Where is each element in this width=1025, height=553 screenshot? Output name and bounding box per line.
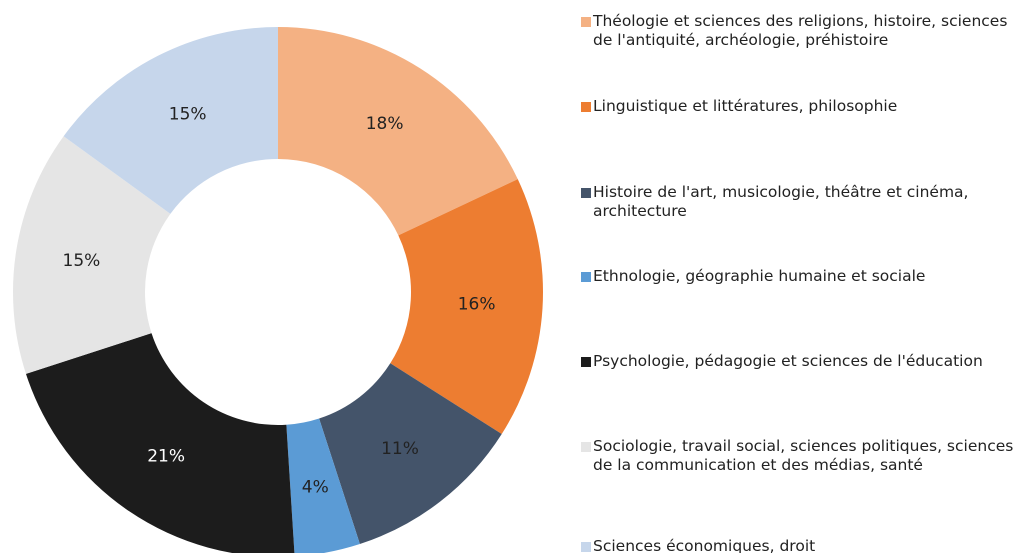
legend-swatch [581,272,591,282]
legend-item: Ethnologie, géographie humaine et social… [581,267,1025,286]
slice [63,27,278,214]
legend-swatch [581,357,591,367]
data-label: 21% [147,447,185,467]
legend-label: Psychologie, pédagogie et sciences de l'… [593,352,983,370]
legend-swatch [581,188,591,198]
legend-swatch [581,17,591,27]
legend-swatch [581,442,591,452]
legend-label: Linguistique et littératures, philosophi… [593,97,898,115]
legend-label: Sciences économiques, droit [593,537,816,553]
data-label: 15% [63,251,101,271]
slice [390,179,543,434]
data-label: 11% [381,439,419,459]
legend-item: Linguistique et littératures, philosophi… [581,97,1025,116]
slice [319,363,502,545]
data-label: 15% [169,105,207,125]
legend-label: Théologie et sciences des religions, his… [593,12,1008,49]
data-label: 16% [458,294,496,314]
legend-swatch [581,102,591,112]
legend-item: Histoire de l'art, musicologie, théâtre … [581,183,1025,221]
data-label: 18% [366,114,404,134]
legend-item: Psychologie, pédagogie et sciences de l'… [581,352,1025,371]
donut: 18% 16% 11% 4% 21% 15% 15% [13,27,543,553]
data-label: 4% [302,477,329,497]
legend-item: Sociologie, travail social, sciences pol… [581,437,1025,475]
slice [25,333,295,553]
legend-label: Histoire de l'art, musicologie, théâtre … [593,183,969,220]
slice [278,27,518,236]
legend-label: Sociologie, travail social, sciences pol… [593,437,1014,474]
legend-item: Sciences économiques, droit [581,537,1025,553]
slice [286,418,360,553]
legend-label: Ethnologie, géographie humaine et social… [593,267,926,285]
legend-swatch [581,542,591,552]
legend-item: Théologie et sciences des religions, his… [581,12,1025,50]
slice [13,136,171,374]
